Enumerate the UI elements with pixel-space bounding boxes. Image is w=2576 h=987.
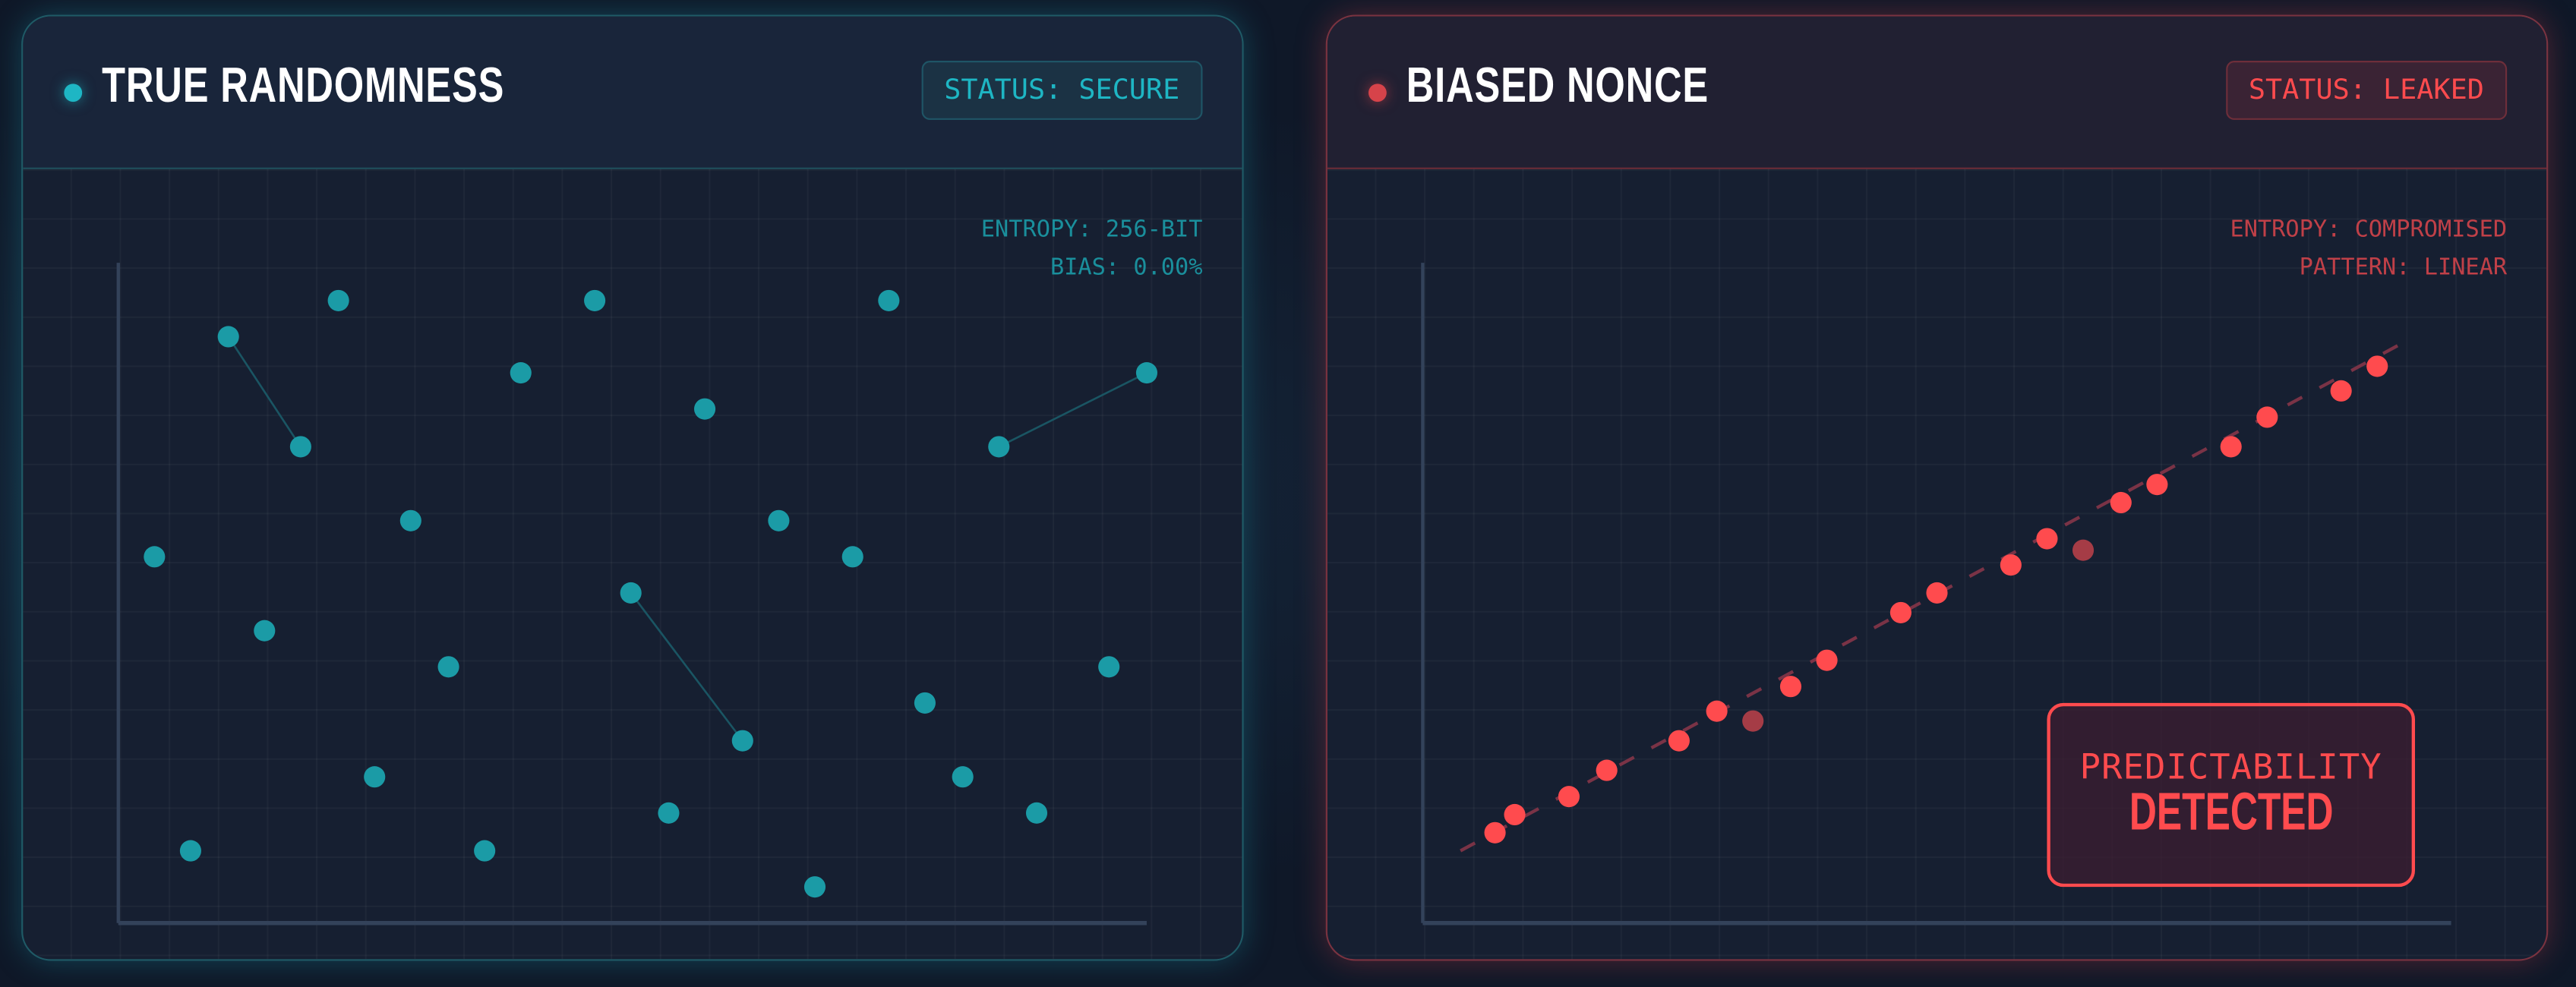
status-badge: STATUS: LEAKED (2225, 61, 2508, 120)
pattern-label: PATTERN: LINEAR (2299, 254, 2508, 280)
true-randomness-panel: TRUE RANDOMNESS STATUS: SECURE ENTROPY: … (21, 14, 1244, 961)
alert-line-1: PREDICTABILITY (2079, 747, 2382, 787)
status-dot-icon (64, 84, 83, 102)
status-dot-icon (1368, 84, 1387, 102)
panel-title: TRUE RANDOMNESS (102, 58, 505, 114)
alert-line-2: DETECTED (2129, 781, 2334, 841)
entropy-label: ENTROPY: COMPROMISED (2230, 216, 2508, 244)
panel-header: BIASED NONCE STATUS: LEAKED (1327, 16, 2547, 169)
plot-meta: ENTROPY: COMPROMISED PATTERN: LINEAR (2230, 212, 2507, 285)
plot-meta: ENTROPY: 256-BIT BIAS: 0.00% (981, 212, 1203, 285)
entropy-label: ENTROPY: 256-BIT (980, 216, 1203, 244)
plot-area: ENTROPY: 256-BIT BIAS: 0.00% (23, 169, 1242, 960)
panel-header: TRUE RANDOMNESS STATUS: SECURE (23, 16, 1242, 169)
panel-title: BIASED NONCE (1406, 58, 1709, 114)
predictability-alert: PREDICTABILITY DETECTED (2047, 702, 2416, 888)
bias-label: BIAS: 0.00% (1050, 254, 1203, 280)
status-badge: STATUS: SECURE (920, 61, 1203, 120)
